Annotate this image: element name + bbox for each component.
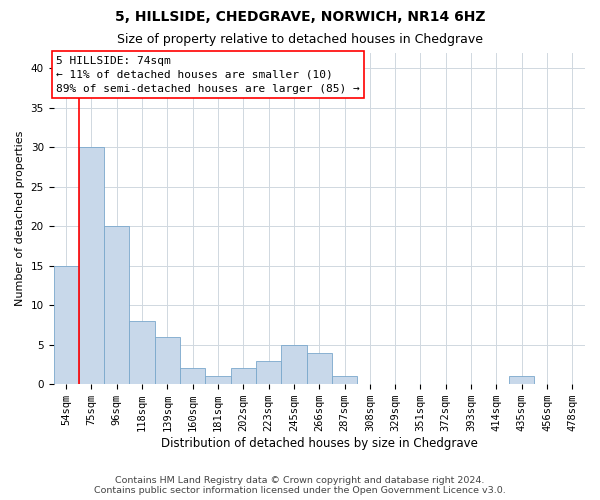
Bar: [332, 376, 357, 384]
Bar: [79, 148, 104, 384]
Bar: [509, 376, 535, 384]
Bar: [180, 368, 205, 384]
Bar: [256, 360, 281, 384]
Text: 5 HILLSIDE: 74sqm
← 11% of detached houses are smaller (10)
89% of semi-detached: 5 HILLSIDE: 74sqm ← 11% of detached hous…: [56, 56, 360, 94]
Bar: [130, 321, 155, 384]
Bar: [104, 226, 130, 384]
Bar: [281, 344, 307, 384]
Bar: [205, 376, 230, 384]
Text: Size of property relative to detached houses in Chedgrave: Size of property relative to detached ho…: [117, 32, 483, 46]
Y-axis label: Number of detached properties: Number of detached properties: [15, 130, 25, 306]
Bar: [230, 368, 256, 384]
Text: 5, HILLSIDE, CHEDGRAVE, NORWICH, NR14 6HZ: 5, HILLSIDE, CHEDGRAVE, NORWICH, NR14 6H…: [115, 10, 485, 24]
Bar: [155, 337, 180, 384]
X-axis label: Distribution of detached houses by size in Chedgrave: Distribution of detached houses by size …: [161, 437, 478, 450]
Text: Contains HM Land Registry data © Crown copyright and database right 2024.
Contai: Contains HM Land Registry data © Crown c…: [94, 476, 506, 495]
Bar: [53, 266, 79, 384]
Bar: [307, 352, 332, 384]
